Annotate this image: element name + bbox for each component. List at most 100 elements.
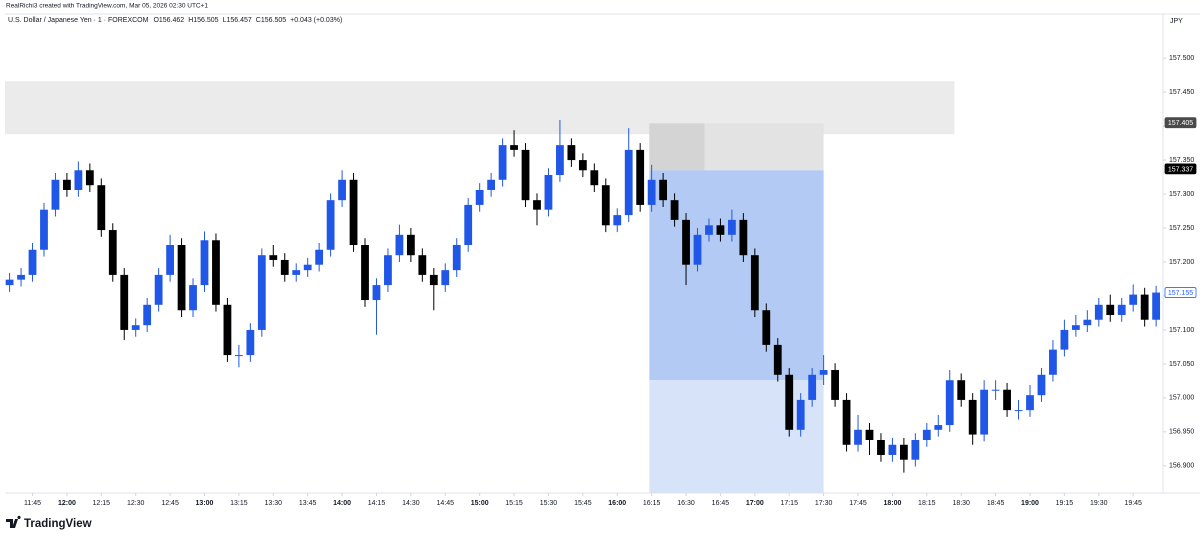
candle-body [395,234,404,256]
candle-body [544,175,553,210]
x-tick-label: 13:00 [196,500,214,507]
zone [649,123,705,171]
candle-body [384,255,392,286]
x-tick-label: 12:15 [93,500,111,507]
candle-body [1117,304,1126,315]
x-tick-label: 15:15 [505,500,523,507]
candle-body [888,444,897,455]
zones [5,81,955,493]
candle-body [234,355,243,357]
candle-body [980,389,989,435]
candle-body [269,255,278,260]
x-tick-label: 15:30 [540,500,558,507]
y-tick-label: 157.350 [1169,157,1194,164]
y-tick-label: 157.300 [1169,191,1194,198]
candle-body [567,145,576,161]
candle-body [831,370,839,400]
price-badge-label: 157.155 [1168,290,1193,297]
candle-body [842,399,851,445]
candle-body [578,160,587,171]
legend-value: H156.505 [188,17,218,24]
x-tick-label: 14:30 [402,500,420,507]
candle-body [85,170,94,186]
candle-body [177,245,186,311]
candle-body [510,145,518,150]
y-tick-label: 157.500 [1169,55,1194,62]
candle-body [28,249,37,275]
candle-body [5,279,14,286]
candle-body [899,444,908,460]
candle-body [705,225,713,235]
x-tick-label: 15:45 [574,500,592,507]
candle-body [1071,325,1080,330]
candle-body [968,399,977,435]
candle-body [246,329,255,356]
candle-body [338,179,346,201]
candle-body [1003,389,1011,411]
y-tick-label: 157.250 [1169,225,1194,232]
candle-body [17,274,25,280]
candle-body [624,149,633,216]
candle-body [498,145,507,180]
x-tick-label: 18:15 [918,500,936,507]
candle-body [601,185,610,226]
x-tick-label: 18:30 [952,500,970,507]
candle-body [670,200,679,220]
candle-body [51,179,60,210]
candle-body [1037,374,1046,396]
zone [649,380,824,493]
candle-body [97,185,106,231]
legend-value: L156.457 [223,17,252,24]
candle-body [533,200,541,210]
candle-body [991,389,1000,391]
candle-body [716,225,725,235]
candle-body [74,170,83,190]
chart-title: U.S. Dollar / Japanese Yen · 1 · FOREXCO… [8,17,149,24]
x-tick-label: 13:30 [265,500,283,507]
y-tick-label: 156.900 [1169,463,1194,470]
candle-body [1106,304,1115,315]
candle-body [739,219,748,256]
currency: JPY [1170,18,1183,25]
candle-body [143,304,152,326]
candle-body [1129,294,1138,305]
candle-body [40,209,48,250]
candle-body [280,259,289,275]
candle-body [223,304,232,356]
x-tick-label: 17:45 [849,500,867,507]
candle-body [911,440,920,460]
candle-body [1014,410,1023,412]
y-tick-label: 157.450 [1169,89,1194,96]
ohlc-legend: O156.462 H156.505 L156.457 C156.505 +0.043 (… [153,17,342,24]
candle-body [819,370,828,375]
candle-body [464,204,473,246]
candle-body [659,179,668,201]
price-badge [1164,163,1197,175]
candle-body [257,255,266,330]
y-tick-label: 157.000 [1169,395,1194,402]
candle-body [785,374,794,430]
brand-name: TradingView [24,518,92,530]
candle-body [1152,292,1161,320]
candle-body [154,274,163,305]
candle-body [349,179,358,246]
x-tick-label: 18:45 [987,500,1005,507]
candle-body [590,170,599,186]
candle-body [200,240,209,286]
candle-body [865,429,874,441]
y-tick-label: 156.950 [1169,429,1194,436]
price-badge [1164,117,1197,129]
candle-body [934,425,943,430]
candle-body [361,245,369,301]
x-tick-label: 12:45 [161,500,179,507]
candle-body [475,189,484,205]
x-tick-label: 19:45 [1124,500,1142,507]
candle-body [108,230,117,275]
x-tick-label: 11:45 [24,500,41,507]
candle-body [429,274,438,286]
axes: 157.500157.450157.400157.350157.300157.2… [24,55,1197,507]
candle-body [1140,294,1149,320]
x-tick-label: 12:30 [127,500,145,507]
candle-body [189,285,197,311]
candle-body [1094,304,1103,320]
